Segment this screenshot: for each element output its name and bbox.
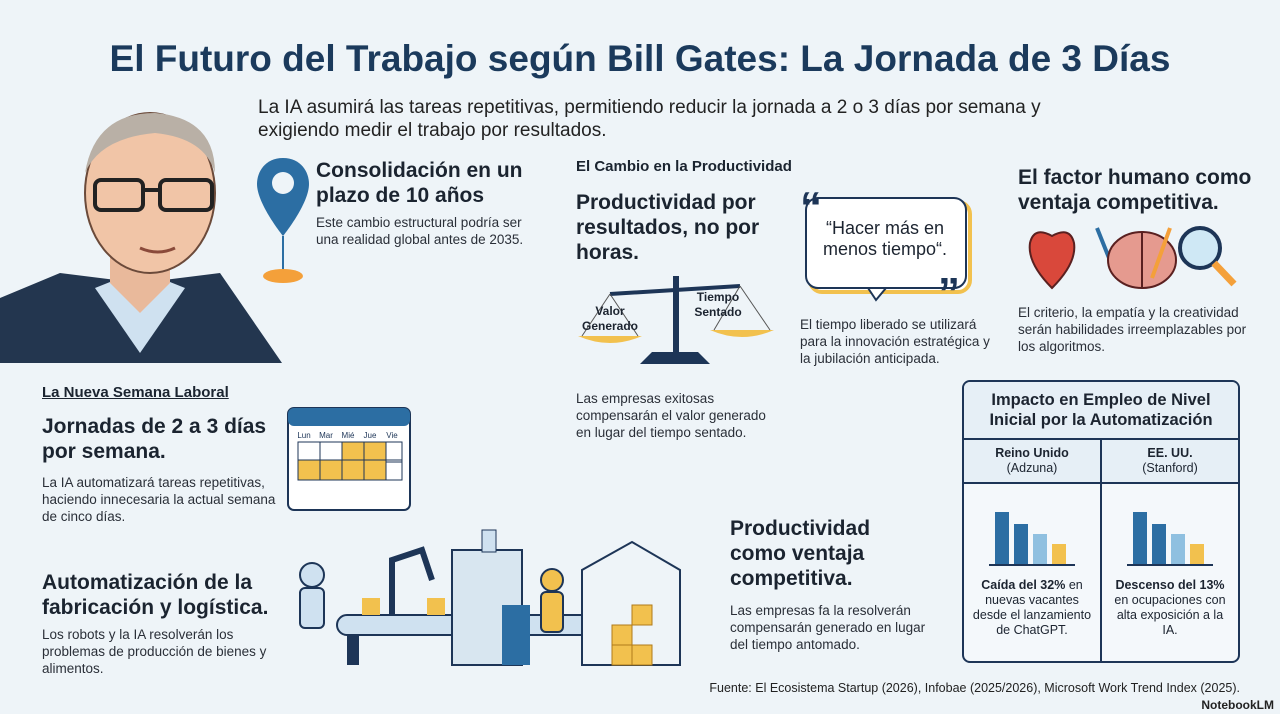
- icon-bar: [1190, 544, 1204, 564]
- section-label: La Nueva Semana Laboral: [42, 384, 229, 401]
- text: Las empresas fa la resolverán compensará…: [730, 603, 926, 652]
- icon-bar: [1014, 524, 1028, 564]
- quote-text: “Hacer más en menos tiempo“.: [822, 218, 948, 259]
- icon-bar: [1052, 544, 1066, 564]
- human-icons: [1028, 226, 1237, 290]
- heading: Consolidación en un plazo de 10 años: [316, 159, 523, 207]
- day-label: Jue: [364, 431, 377, 440]
- column-detail: en ocupaciones con alta exposición a la …: [1114, 593, 1226, 637]
- column-stat: Caída del 32%: [981, 578, 1066, 592]
- portrait: [0, 112, 282, 363]
- heading: Automatización de la fabricación y logís…: [42, 571, 269, 619]
- day-label: Mar: [319, 431, 333, 440]
- bar-icon: [1127, 512, 1213, 566]
- text: El tiempo liberado se utilizará para la …: [800, 317, 990, 366]
- factory-illustration: [299, 529, 681, 666]
- column-source: (Adzuna): [1006, 461, 1058, 475]
- brand: NotebookLM: [1201, 698, 1274, 712]
- text: El criterio, la empatía y la creatividad…: [1018, 305, 1247, 354]
- day-label: Mié: [342, 431, 355, 440]
- day-label: Lun: [297, 431, 310, 440]
- text: Los robots y la IA resolverán los proble…: [42, 627, 267, 676]
- table-body: Reino Unido (Adzuna) Caída del 32% en nuev…: [964, 440, 1238, 661]
- column-text: Caída del 32% en nuevas vacantes desde e…: [964, 570, 1100, 638]
- column-header: EE. UU. (Stanford): [1102, 440, 1238, 484]
- calendar: Lun Mar Mié Jue Vie: [287, 407, 411, 511]
- scale-label: Tiempo Sentado: [694, 290, 742, 319]
- heading: El factor humano como ventaja competitiv…: [1018, 166, 1252, 214]
- icon-bar: [995, 512, 1009, 564]
- scale-label: Valor Generado: [581, 304, 638, 333]
- column-stat: Descenso del 13%: [1115, 578, 1225, 592]
- icon-bar: [1152, 524, 1166, 564]
- table-column: Reino Unido (Adzuna) Caída del 32% en nuev…: [964, 440, 1100, 661]
- text: Las empresas exitosas compensarán el val…: [576, 391, 766, 440]
- heading: Productividad como ventaja competitiva.: [730, 517, 871, 590]
- source: Fuente: El Ecosistema Startup (2026), In…: [709, 681, 1240, 695]
- column-source: (Stanford): [1142, 461, 1198, 475]
- impact-table: Impacto en Empleo de Nivel Inicial por l…: [962, 380, 1240, 663]
- icon-bar: [1033, 534, 1047, 564]
- svg-text:”: ”: [938, 269, 960, 305]
- section-label: El Cambio en la Productividad: [576, 158, 792, 175]
- bar-icon: [989, 512, 1075, 566]
- quote-bubble: “ ”: [800, 190, 972, 305]
- icon-bar: [1171, 534, 1185, 564]
- column-name: EE. UU.: [1147, 446, 1193, 460]
- pin-icon: [257, 158, 309, 283]
- title: El Futuro del Trabajo según Bill Gates: …: [109, 38, 1171, 79]
- column-name: Reino Unido: [995, 446, 1069, 460]
- table-title: Impacto en Empleo de Nivel Inicial por l…: [964, 382, 1238, 440]
- table-column: EE. UU. (Stanford) Descenso del 13% en ocu…: [1100, 440, 1238, 661]
- svg-text:“: “: [800, 190, 822, 232]
- subtitle: La IA asumirá las tareas repetitivas, pe…: [258, 97, 1041, 141]
- column-header: Reino Unido (Adzuna): [964, 440, 1100, 484]
- column-detail: en nuevas vacantes desde el lanzamiento …: [972, 578, 1092, 637]
- heading: Jornadas de 2 a 3 días por semana.: [42, 415, 267, 463]
- scale-icon: [578, 276, 774, 364]
- text: Este cambio estructural podría ser una r…: [316, 215, 524, 247]
- icon-bar: [1133, 512, 1147, 564]
- text: La IA automatizará tareas repetitivas, h…: [42, 475, 276, 524]
- heading: Productividad por resultados, no por hor…: [576, 191, 760, 264]
- day-label: Vie: [386, 431, 398, 440]
- column-text: Descenso del 13% en ocupaciones con alta…: [1102, 570, 1238, 638]
